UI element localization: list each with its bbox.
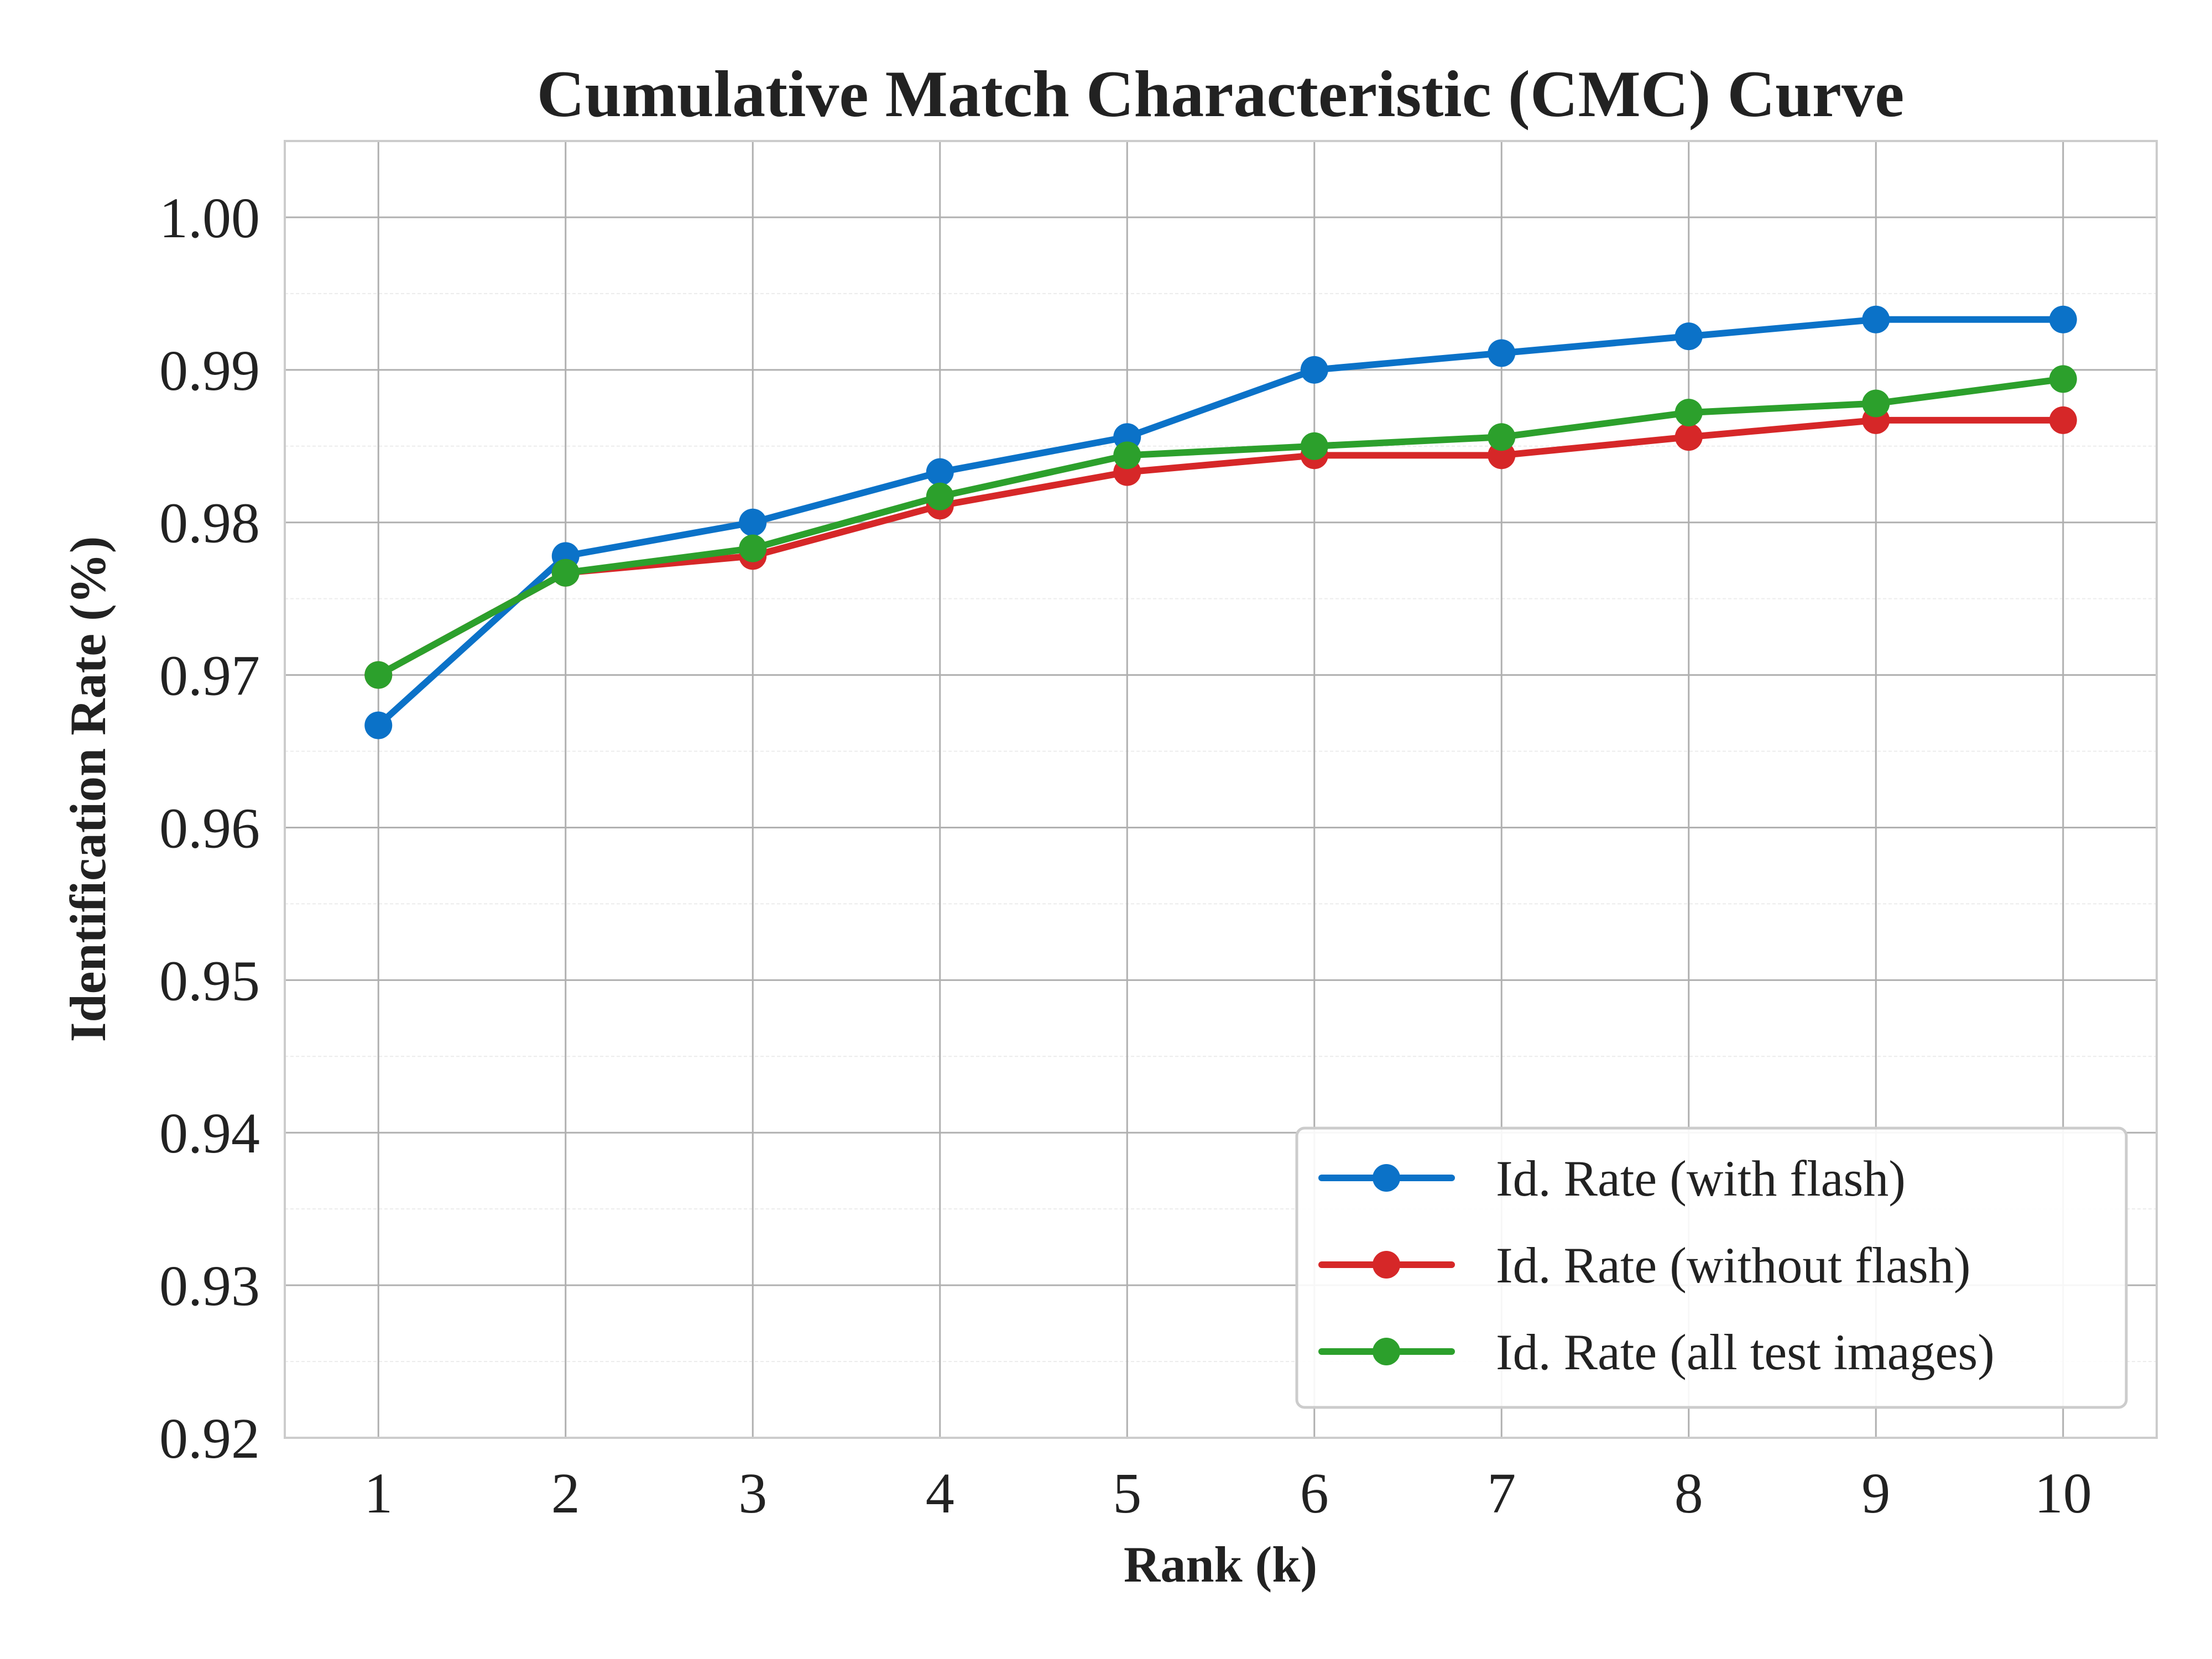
y-tick-label: 0.92 [159,1407,260,1470]
legend-entries: Id. Rate (with flash) Id. Rate (without f… [1318,1150,1995,1380]
chart-title: Cumulative Match Characteristic (CMC) Cu… [537,57,1905,131]
x-tick-label: 2 [551,1462,580,1525]
series-3 [364,365,2077,689]
data-point [1488,423,1516,451]
data-point [926,458,954,486]
data-point [1113,441,1141,469]
data-point [1300,432,1328,460]
legend-entry-2: Id. Rate (without flash) [1318,1237,1970,1293]
data-point [2049,365,2077,393]
data-point [739,508,767,536]
data-point [1674,423,1703,451]
legend-marker [1373,1164,1400,1192]
data-point [1674,399,1703,427]
series-line [375,416,2067,679]
minor-grid [285,293,2157,1363]
x-tick-label: 3 [738,1462,767,1525]
data-point [1488,339,1516,367]
series-1 [364,305,2077,739]
legend-entry-3: Id. Rate (all test images) [1318,1324,1995,1380]
y-tick-label: 0.98 [159,492,260,555]
y-tick-label: 0.95 [159,949,260,1013]
data-point [1862,305,1890,333]
data-point [551,559,580,587]
x-tick-label: 8 [1674,1462,1703,1525]
series-layer [364,305,2077,739]
y-tick-label: 0.94 [159,1102,260,1165]
y-tick-labels: 0.92 0.93 0.94 0.95 0.96 0.97 0.98 0.99 1.00 [159,186,260,1470]
x-axis-label: Rank (k) [1124,1536,1317,1593]
legend-label: Id. Rate (without flash) [1496,1237,1970,1293]
x-tick-label: 1 [364,1462,393,1525]
data-point [2049,406,2077,434]
y-axis-label: Identification Rate (%) [60,536,116,1042]
x-tick-labels: 1 2 3 4 5 6 7 8 9 10 [364,1462,2092,1525]
data-point [1300,356,1328,384]
data-point [1862,389,1890,418]
data-point [364,661,393,689]
x-tick-label: 4 [926,1462,954,1525]
data-point [1674,322,1703,351]
data-point [364,711,393,739]
data-point [739,534,767,562]
x-tick-label: 7 [1487,1462,1516,1525]
x-tick-label: 9 [1861,1462,1890,1525]
data-point [2049,305,2077,333]
legend-entry-1: Id. Rate (with flash) [1318,1150,1906,1207]
legend-box [1295,1126,2128,1409]
legend-label: Id. Rate (all test images) [1496,1324,1995,1380]
x-tick-label: 5 [1113,1462,1141,1525]
x-tick-label: 6 [1300,1462,1329,1525]
legend: Id. Rate (with flash) Id. Rate (without f… [1295,1126,2128,1409]
y-tick-label: 0.96 [159,796,260,860]
series-line [375,316,2067,729]
y-tick-label: 0.93 [159,1254,260,1318]
y-tick-label: 1.00 [159,186,260,250]
y-tick-label: 0.99 [159,339,260,403]
legend-marker [1373,1338,1400,1365]
legend-label: Id. Rate (with flash) [1496,1150,1906,1207]
x-tick-label: 10 [2034,1462,2092,1525]
legend-marker [1373,1251,1400,1279]
series-line [375,375,2067,679]
data-point [926,482,954,510]
y-tick-label: 0.97 [159,644,260,708]
plot-frame [284,140,2158,1439]
